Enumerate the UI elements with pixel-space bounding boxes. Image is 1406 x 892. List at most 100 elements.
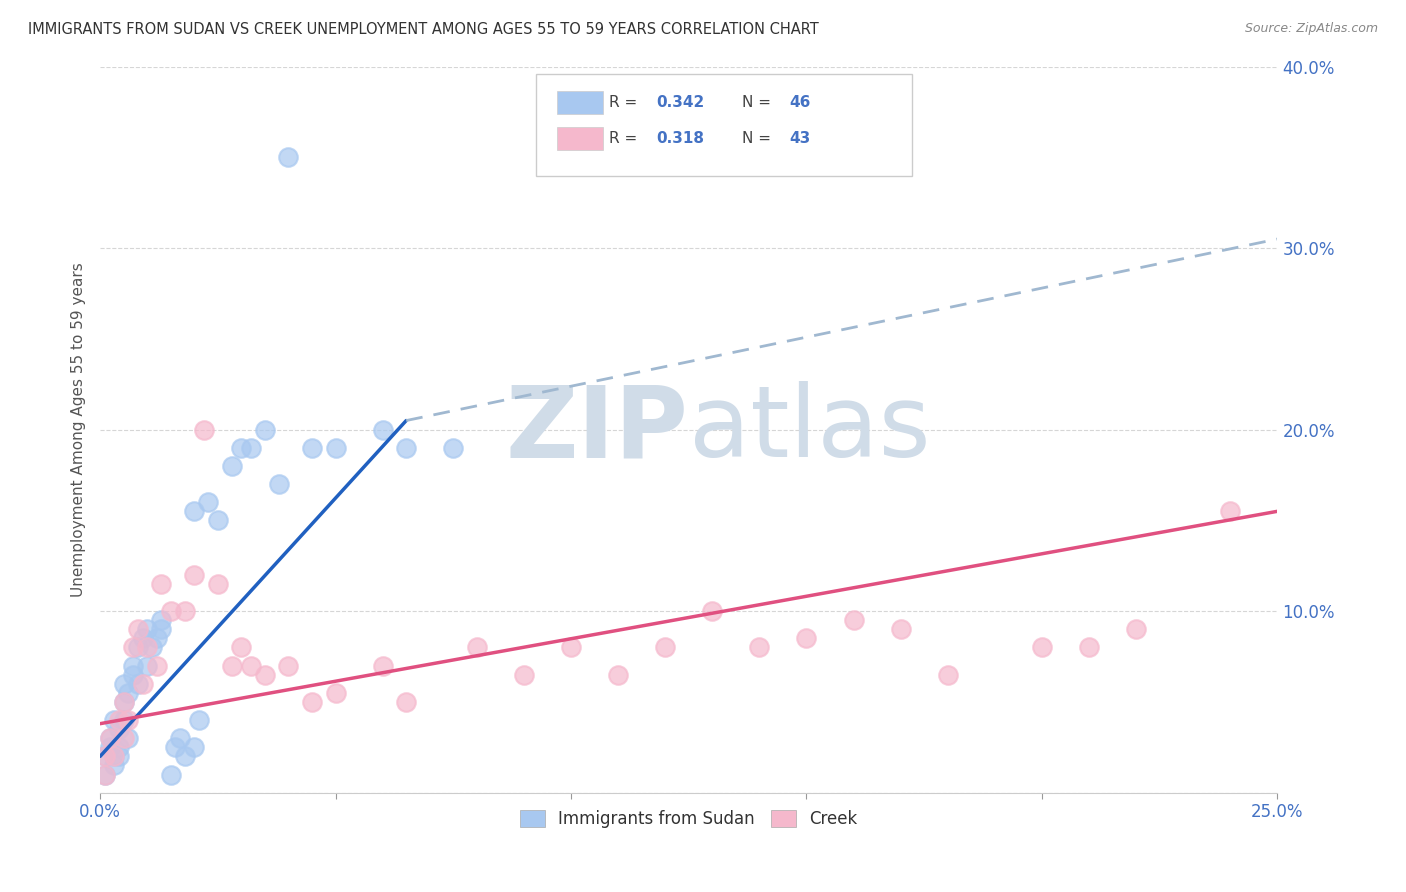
Point (112, 731, 135, 746)
Point (131, 677, 153, 691)
Point (98, 731, 121, 746)
Point (94, 767, 117, 781)
Point (159, 604, 181, 618)
Point (207, 513, 229, 527)
Point (1125, 622, 1147, 636)
Text: atlas: atlas (689, 381, 931, 478)
Point (183, 567, 205, 582)
Point (136, 640, 159, 655)
Text: N =: N = (742, 95, 776, 110)
Point (239, 658, 262, 673)
Point (112, 677, 135, 691)
Point (1031, 640, 1053, 655)
Point (122, 658, 145, 673)
Point (183, 504, 205, 518)
Point (159, 767, 181, 781)
Point (301, 695, 323, 709)
Point (197, 495, 219, 509)
Point (108, 749, 131, 764)
Legend: Immigrants from Sudan, Creek: Immigrants from Sudan, Creek (513, 804, 865, 835)
FancyBboxPatch shape (557, 91, 603, 114)
Text: IMMIGRANTS FROM SUDAN VS CREEK UNEMPLOYMENT AMONG AGES 55 TO 59 YEARS CORRELATIO: IMMIGRANTS FROM SUDAN VS CREEK UNEMPLOYM… (28, 22, 818, 37)
Point (231, 441, 253, 455)
FancyBboxPatch shape (536, 74, 912, 176)
Point (150, 622, 173, 636)
Point (277, 150, 299, 164)
Point (607, 667, 630, 681)
Point (301, 441, 323, 455)
Point (325, 441, 347, 455)
Point (141, 640, 163, 655)
Point (890, 622, 912, 636)
Point (174, 604, 197, 618)
Text: 0.318: 0.318 (655, 131, 704, 146)
Point (441, 441, 464, 455)
Point (127, 622, 149, 636)
Point (560, 640, 582, 655)
Point (796, 632, 818, 646)
Point (253, 423, 276, 437)
Point (207, 577, 229, 591)
Point (103, 749, 125, 764)
Point (465, 640, 488, 655)
Point (127, 640, 149, 655)
Point (103, 758, 125, 772)
Point (103, 749, 125, 764)
Point (117, 713, 139, 727)
Point (94, 749, 117, 764)
Point (145, 632, 167, 646)
Point (94, 767, 117, 781)
Point (150, 577, 173, 591)
Point (136, 622, 159, 636)
Point (117, 686, 139, 700)
Point (98, 740, 121, 755)
Point (169, 731, 191, 746)
Text: 43: 43 (789, 131, 810, 146)
Point (183, 740, 205, 755)
Y-axis label: Unemployment Among Ages 55 to 59 years: Unemployment Among Ages 55 to 59 years (72, 262, 86, 597)
Point (221, 458, 243, 473)
Point (1078, 640, 1101, 655)
Text: ZIP: ZIP (506, 381, 689, 478)
Point (112, 695, 135, 709)
Point (936, 667, 959, 681)
Point (395, 441, 418, 455)
Text: R =: R = (609, 131, 641, 146)
FancyBboxPatch shape (557, 127, 603, 150)
Point (122, 667, 145, 681)
Point (174, 749, 197, 764)
Point (371, 423, 394, 437)
Text: 0.342: 0.342 (655, 95, 704, 110)
Point (108, 722, 131, 736)
Point (1219, 504, 1241, 518)
Text: R =: R = (609, 95, 641, 110)
Point (253, 667, 276, 681)
Point (395, 695, 418, 709)
Point (267, 477, 290, 491)
Point (513, 667, 536, 681)
Text: 46: 46 (789, 95, 810, 110)
Point (231, 640, 253, 655)
Point (145, 658, 167, 673)
Point (122, 640, 145, 655)
Point (98, 731, 121, 746)
Point (221, 658, 243, 673)
Point (108, 713, 131, 727)
Point (94, 749, 117, 764)
Point (108, 740, 131, 755)
Point (112, 713, 135, 727)
Text: Source: ZipAtlas.com: Source: ZipAtlas.com (1244, 22, 1378, 36)
Point (103, 713, 125, 727)
Point (127, 677, 149, 691)
Point (165, 740, 187, 755)
Point (325, 686, 347, 700)
Point (239, 441, 262, 455)
Text: N =: N = (742, 131, 776, 146)
Point (150, 613, 173, 627)
Point (748, 640, 770, 655)
Point (131, 632, 153, 646)
Point (117, 731, 139, 746)
Point (188, 713, 211, 727)
Point (277, 658, 299, 673)
Point (112, 695, 135, 709)
